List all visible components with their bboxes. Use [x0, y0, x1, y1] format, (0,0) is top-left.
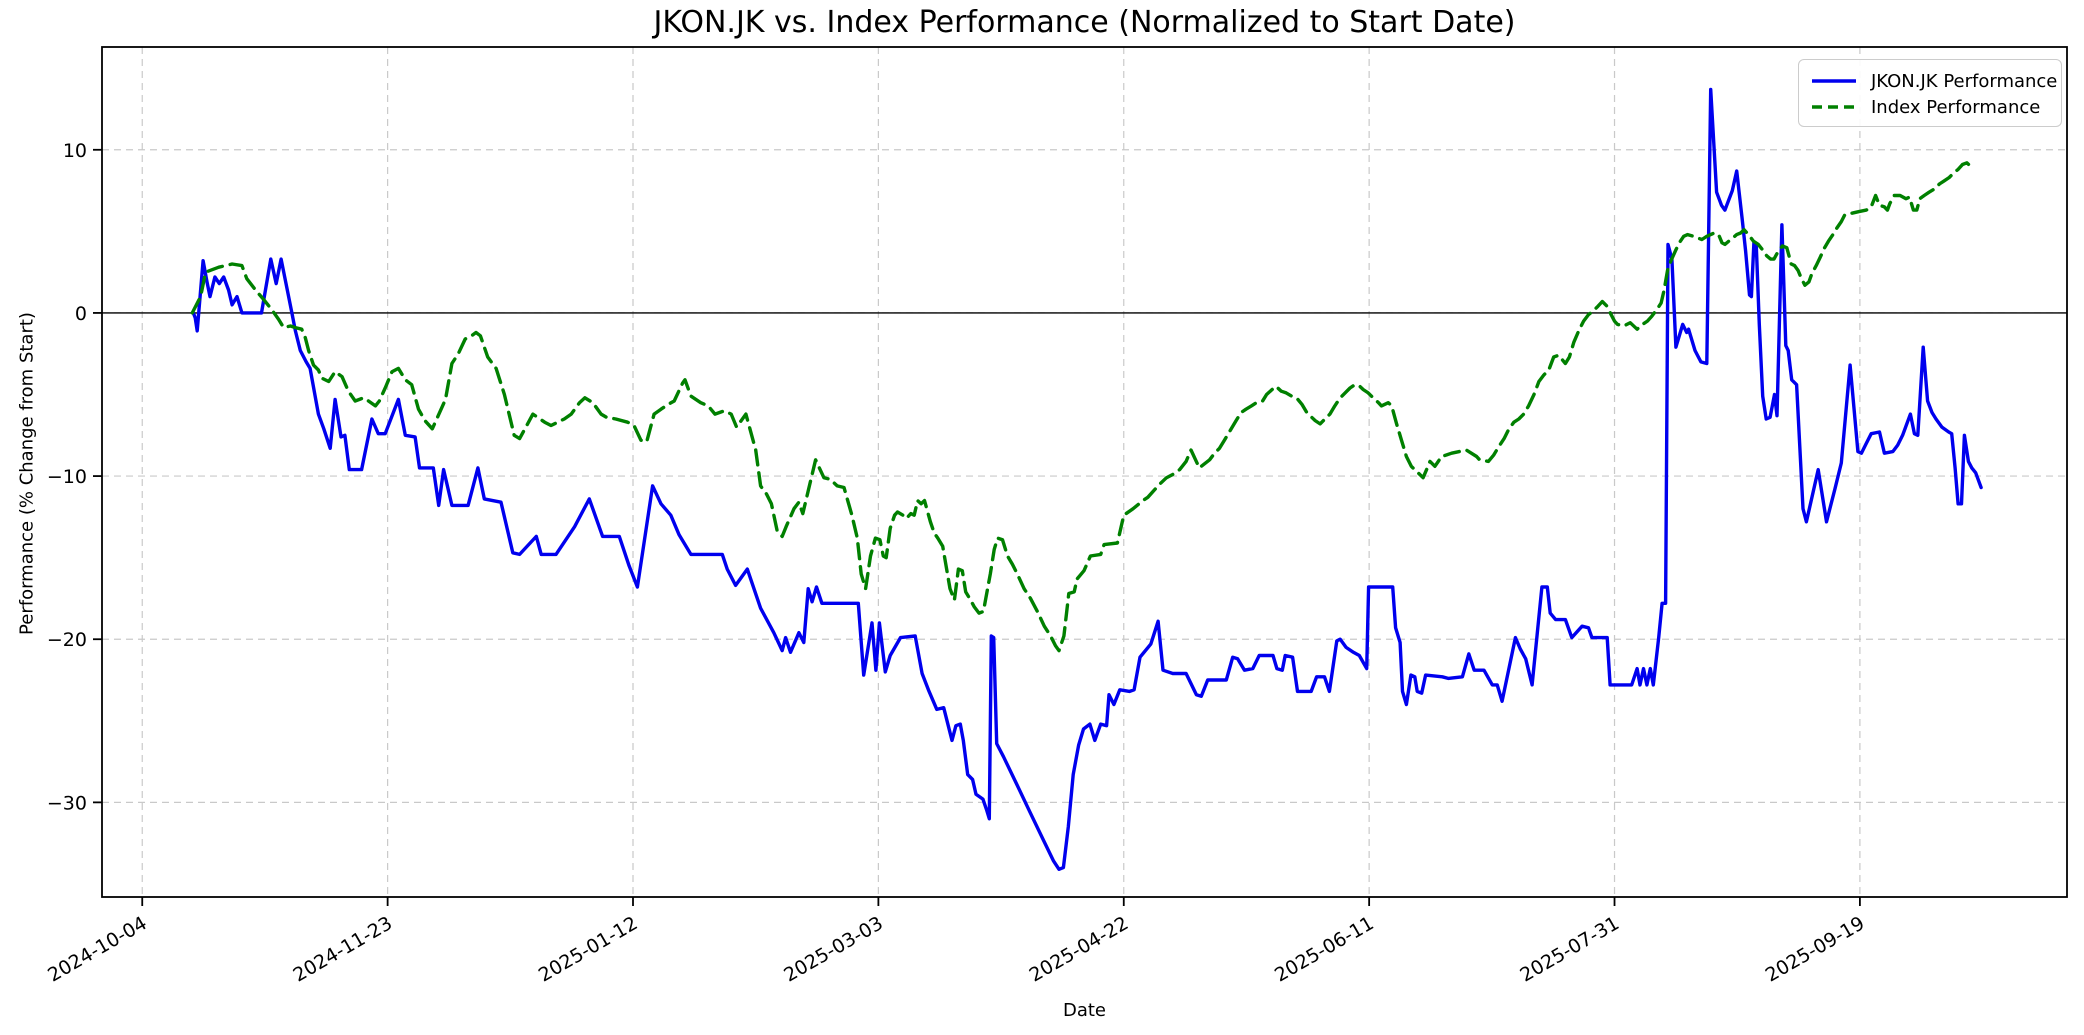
series-line-0 — [191, 87, 1983, 871]
legend-solid-line-icon — [1812, 79, 1856, 83]
x-tick-label: 2024-11-23 — [289, 912, 396, 986]
legend: JKON.JK Performance Index Performance — [1798, 59, 2062, 127]
y-tick-label: −30 — [47, 792, 87, 814]
x-axis-label: Date — [1062, 1000, 1107, 1021]
legend-label-index: Index Performance — [1871, 96, 2041, 118]
y-tick-label: 10 — [63, 140, 87, 162]
y-tick-label: −20 — [47, 629, 87, 651]
x-tick-label: 2025-09-19 — [1762, 912, 1869, 986]
legend-item-index: Index Performance — [1811, 94, 2051, 120]
x-tick-label: 2025-04-22 — [1026, 912, 1133, 986]
legend-item-jkon: JKON.JK Performance — [1811, 68, 2057, 94]
y-tick-label: 0 — [75, 303, 87, 325]
y-axis-label: Performance (% Change from Start) — [16, 312, 38, 635]
x-tick-label: 2025-06-11 — [1271, 912, 1378, 986]
y-tick-label: −10 — [47, 466, 87, 488]
x-tick-label: 2024-10-04 — [44, 912, 151, 986]
chart-title: JKON.JK vs. Index Performance (Normalize… — [653, 5, 1516, 40]
legend-label-jkon: JKON.JK Performance — [1871, 70, 2058, 92]
series-line-1 — [190, 161, 1977, 653]
x-tick-label: 2025-03-03 — [780, 912, 887, 986]
x-tick-label: 2025-07-31 — [1516, 912, 1623, 986]
x-tick-label: 2025-01-12 — [535, 912, 642, 986]
legend-dashed-line-icon — [1812, 105, 1856, 109]
plot-border — [101, 46, 2068, 898]
